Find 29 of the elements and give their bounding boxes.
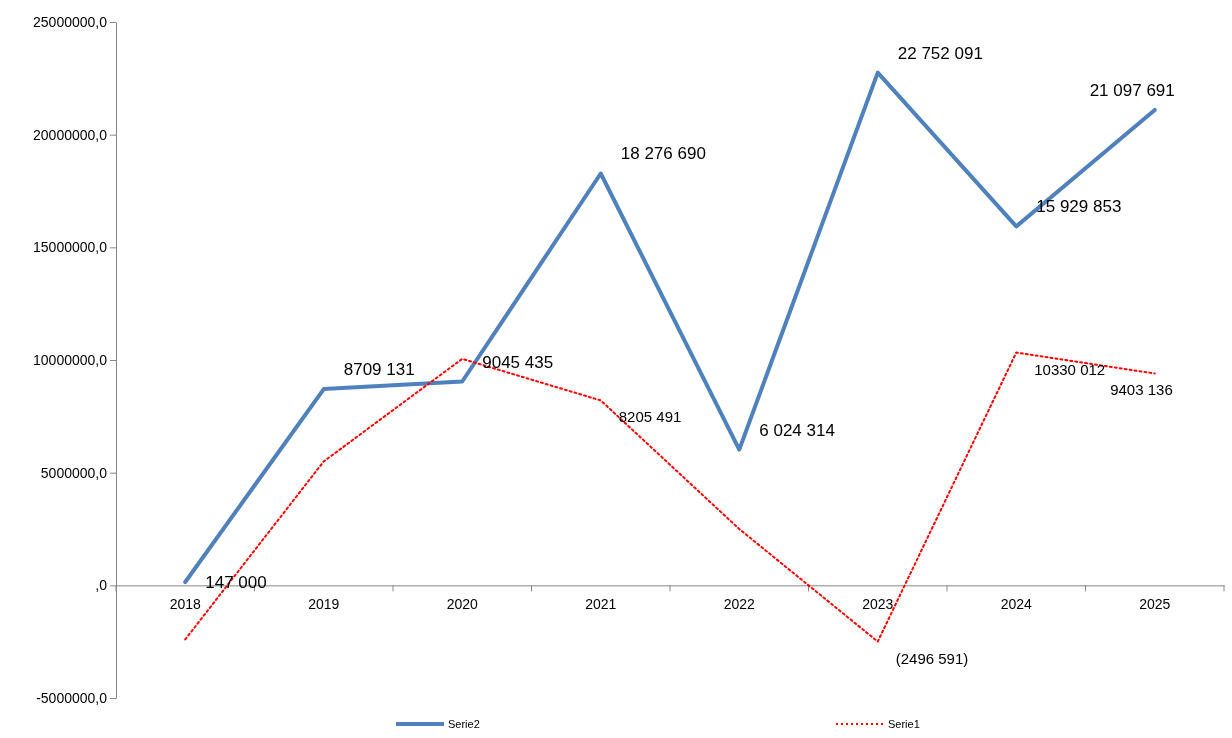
x-tick-label: 2022 [723, 596, 756, 613]
data-label: 6 024 314 [759, 420, 835, 440]
x-tick-label: 2024 [1000, 596, 1033, 613]
data-label: 22 752 091 [897, 43, 983, 63]
data-label: 21 097 691 [1089, 80, 1175, 100]
y-tick-label: -5000000,0 [36, 689, 108, 706]
data-label: 8709 131 [343, 360, 415, 380]
y-tick-label: 5000000,0 [40, 464, 108, 481]
data-label: 18 276 690 [620, 144, 706, 164]
data-label: 10330 012 [1034, 360, 1106, 378]
x-tick-label: 2025 [1139, 596, 1171, 613]
data-label: 147 000 [205, 573, 267, 593]
data-label: 9403 136 [1110, 381, 1173, 399]
x-tick-label: 2019 [308, 596, 340, 613]
x-tick-label: 2020 [446, 596, 479, 613]
y-tick-label: 25000000,0 [33, 13, 108, 30]
data-label: 15 929 853 [1036, 197, 1122, 217]
x-tick-label: 2021 [585, 596, 617, 613]
x-tick-label: 2018 [169, 596, 202, 613]
data-label: 8205 491 [618, 408, 682, 426]
legend-label: Serie1 [888, 718, 920, 730]
y-tick-label: 20000000,0 [33, 126, 108, 143]
y-tick-label: 15000000,0 [33, 239, 108, 256]
data-label: (2496 591) [895, 649, 969, 667]
x-tick-label: 2023 [862, 596, 894, 613]
y-tick-label: ,0 [95, 577, 108, 594]
y-tick-label: 10000000,0 [33, 351, 108, 368]
legend-label: Serie2 [448, 718, 480, 730]
data-label: 9045 435 [482, 352, 554, 372]
